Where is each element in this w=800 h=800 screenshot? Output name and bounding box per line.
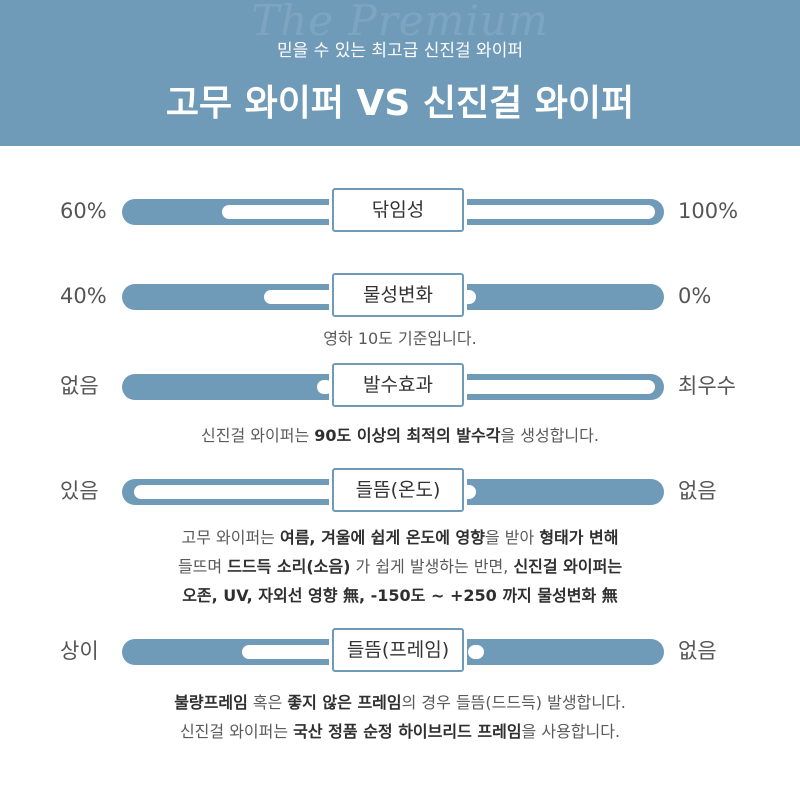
row-label: 발수효과 [332, 363, 464, 407]
note-line: 불량프레임 혹은 좋지 않은 프레임의 경우 들뜸(드드득) 발생합니다. [174, 693, 626, 712]
note-temperature-basis: 영하 10도 기준입니다. [323, 329, 477, 348]
note-temperature-effect: 고무 와이퍼는 여름, 겨울에 쉽게 온도에 영향을 받아 형태가 변해 들뜨며… [0, 523, 800, 610]
comparison-row-lift-temperature: 있음 들뜸(온도) 없음 [0, 467, 800, 515]
note-line: 고무 와이퍼는 여름, 겨울에 쉽게 온도에 영향을 받아 형태가 변해 [181, 528, 619, 547]
watermark-text: The Premium [251, 0, 549, 45]
header-banner: The Premium 믿을 수 있는 최고급 신진걸 와이퍼 고무 와이퍼 V… [0, 0, 800, 146]
rubber-value: 60% [60, 199, 107, 223]
comparison-row-wiping: 60% 닦임성 100% [0, 187, 800, 235]
shinjingeol-level-fill [468, 645, 484, 659]
shinjingeol-level-fill [460, 485, 476, 499]
shinjingeol-value: 없음 [678, 639, 717, 663]
comparison-row-property-change: 40% 물성변화 0% [0, 272, 800, 320]
shinjingeol-value: 없음 [678, 479, 717, 503]
rubber-value: 40% [60, 284, 107, 308]
row-label: 물성변화 [332, 273, 464, 317]
rubber-level-fill [134, 485, 390, 499]
note-line: 들뜨며 드드득 소리(소음) 가 쉽게 발생하는 반면, 신진걸 와이퍼는 [177, 557, 623, 576]
note-line: 오존, UV, 자외선 영향 無, -150도 ~ +250 까지 물성변화 無 [182, 586, 618, 605]
rubber-value: 있음 [60, 479, 99, 503]
shinjingeol-level-fill [460, 290, 476, 304]
shinjingeol-level-fill [452, 205, 655, 219]
note-line: 신진걸 와이퍼는 국산 정품 순정 하이브리드 프레임을 사용합니다. [179, 722, 621, 741]
rubber-value: 없음 [60, 374, 99, 398]
shinjingeol-value: 0% [678, 284, 712, 308]
row-label: 닦임성 [332, 188, 464, 232]
comparison-row-water-repellency: 없음 발수효과 최우수 [0, 362, 800, 410]
shinjingeol-value: 최우수 [678, 374, 736, 398]
header-subtitle: 믿을 수 있는 최고급 신진걸 와이퍼 [277, 41, 523, 61]
page-title: 고무 와이퍼 VS 신진걸 와이퍼 [165, 83, 635, 124]
shinjingeol-value: 100% [678, 199, 739, 223]
shinjingeol-level-fill [452, 380, 655, 394]
rubber-value: 상이 [60, 639, 99, 663]
rubber-level-fill [317, 380, 333, 394]
note-water-repellency: 신진걸 와이퍼는 90도 이상의 최적의 발수각을 생성합니다. [201, 426, 599, 445]
note-frame: 불량프레임 혹은 좋지 않은 프레임의 경우 들뜸(드드득) 발생합니다. 신진… [0, 688, 800, 746]
row-label: 들뜸(프레임) [332, 628, 464, 672]
row-label: 들뜸(온도) [332, 468, 464, 512]
comparison-row-lift-frame: 상이 들뜸(프레임) 없음 [0, 627, 800, 675]
